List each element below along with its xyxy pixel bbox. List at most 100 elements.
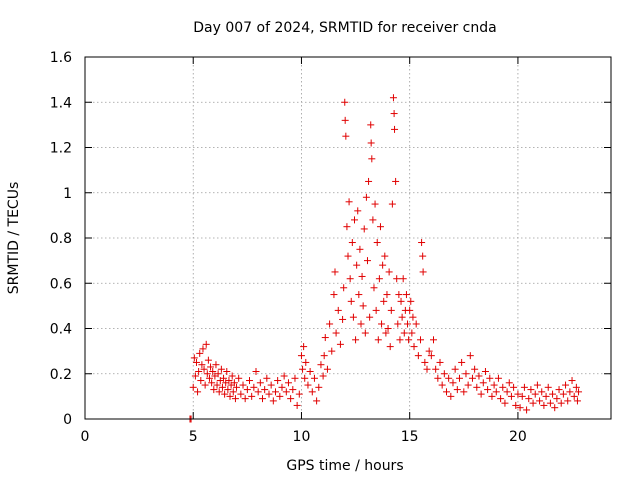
data-point: [449, 379, 457, 387]
data-point: [573, 397, 581, 405]
data-point: [357, 320, 365, 328]
data-point: [440, 370, 448, 378]
data-point: [410, 343, 418, 351]
data-point: [360, 225, 368, 233]
data-point: [336, 340, 344, 348]
data-point: [349, 313, 357, 321]
data-point: [372, 306, 380, 314]
data-point: [525, 395, 533, 403]
data-point: [202, 340, 210, 348]
data-point: [190, 354, 198, 362]
data-point: [237, 390, 245, 398]
data-point: [369, 216, 377, 224]
data-point: [388, 200, 396, 208]
data-point: [221, 390, 229, 398]
y-tick-labels: 0 0.2 0.4 0.6 0.8 1 1.2 1.4 1.6: [50, 50, 72, 428]
data-point: [378, 320, 386, 328]
data-point: [475, 372, 483, 380]
data-point: [538, 388, 546, 396]
data-point: [328, 347, 336, 355]
data-point: [464, 381, 472, 389]
data-point: [376, 223, 384, 231]
data-point: [340, 284, 348, 292]
data-point: [533, 381, 541, 389]
data-point: [531, 390, 539, 398]
data-point: [199, 345, 207, 353]
data-point: [201, 381, 209, 389]
data-point: [293, 401, 301, 409]
data-point: [365, 177, 373, 185]
data-point: [409, 313, 417, 321]
data-point: [516, 404, 524, 412]
data-point: [570, 392, 578, 400]
data-point: [287, 395, 295, 403]
data-point: [230, 379, 238, 387]
data-point: [274, 377, 282, 385]
data-point: [462, 370, 470, 378]
data-point: [529, 399, 537, 407]
data-point: [361, 329, 369, 337]
x-tick-labels: 0 5 10 15 20: [81, 429, 527, 445]
y-tick-label: 1.2: [50, 141, 72, 157]
data-point: [359, 302, 367, 310]
data-point: [458, 358, 466, 366]
data-point: [479, 379, 487, 387]
data-point: [267, 381, 275, 389]
data-point: [384, 325, 392, 332]
data-point: [551, 404, 559, 412]
y-tick-label: 0: [63, 412, 72, 428]
data-point: [421, 358, 429, 366]
data-point: [572, 383, 580, 391]
data-point: [510, 383, 518, 391]
data-point: [356, 245, 364, 253]
data-point: [430, 336, 438, 344]
data-point: [453, 386, 461, 394]
grid-lines: [85, 57, 611, 419]
data-point: [445, 374, 453, 382]
data-point: [382, 329, 390, 337]
data-point: [346, 275, 354, 283]
data-point: [367, 139, 375, 147]
data-point: [212, 361, 220, 369]
data-point: [319, 372, 327, 380]
data-point: [499, 383, 507, 391]
data-point: [243, 386, 251, 394]
data-point: [289, 386, 297, 394]
data-point: [468, 374, 476, 382]
data-point: [301, 374, 309, 382]
data-point: [341, 98, 349, 106]
data-point: [235, 374, 243, 382]
data-point: [344, 252, 352, 260]
data-points: [186, 94, 583, 423]
data-point: [252, 367, 260, 375]
data-point: [198, 361, 206, 369]
data-point: [246, 377, 254, 385]
data-point: [481, 367, 489, 375]
data-point: [215, 388, 223, 396]
data-point: [189, 383, 197, 391]
data-point: [363, 257, 371, 265]
data-point: [436, 358, 444, 366]
data-point: [455, 374, 463, 382]
data-point: [503, 388, 511, 396]
data-point: [210, 386, 218, 394]
data-point: [505, 379, 513, 387]
data-point: [418, 239, 426, 247]
data-point: [518, 392, 526, 400]
data-point: [195, 367, 203, 375]
data-point: [438, 381, 446, 389]
data-point: [330, 291, 338, 299]
data-point: [419, 252, 427, 260]
data-point: [321, 334, 329, 342]
data-point: [345, 198, 353, 206]
data-point: [501, 399, 509, 407]
data-point: [408, 329, 416, 337]
data-point: [254, 388, 262, 396]
data-point: [447, 392, 455, 400]
y-tick-label: 1.4: [50, 95, 72, 111]
data-point: [339, 315, 347, 323]
data-point: [204, 356, 212, 364]
y-tick-label: 1.6: [50, 50, 72, 66]
data-point: [398, 313, 406, 321]
